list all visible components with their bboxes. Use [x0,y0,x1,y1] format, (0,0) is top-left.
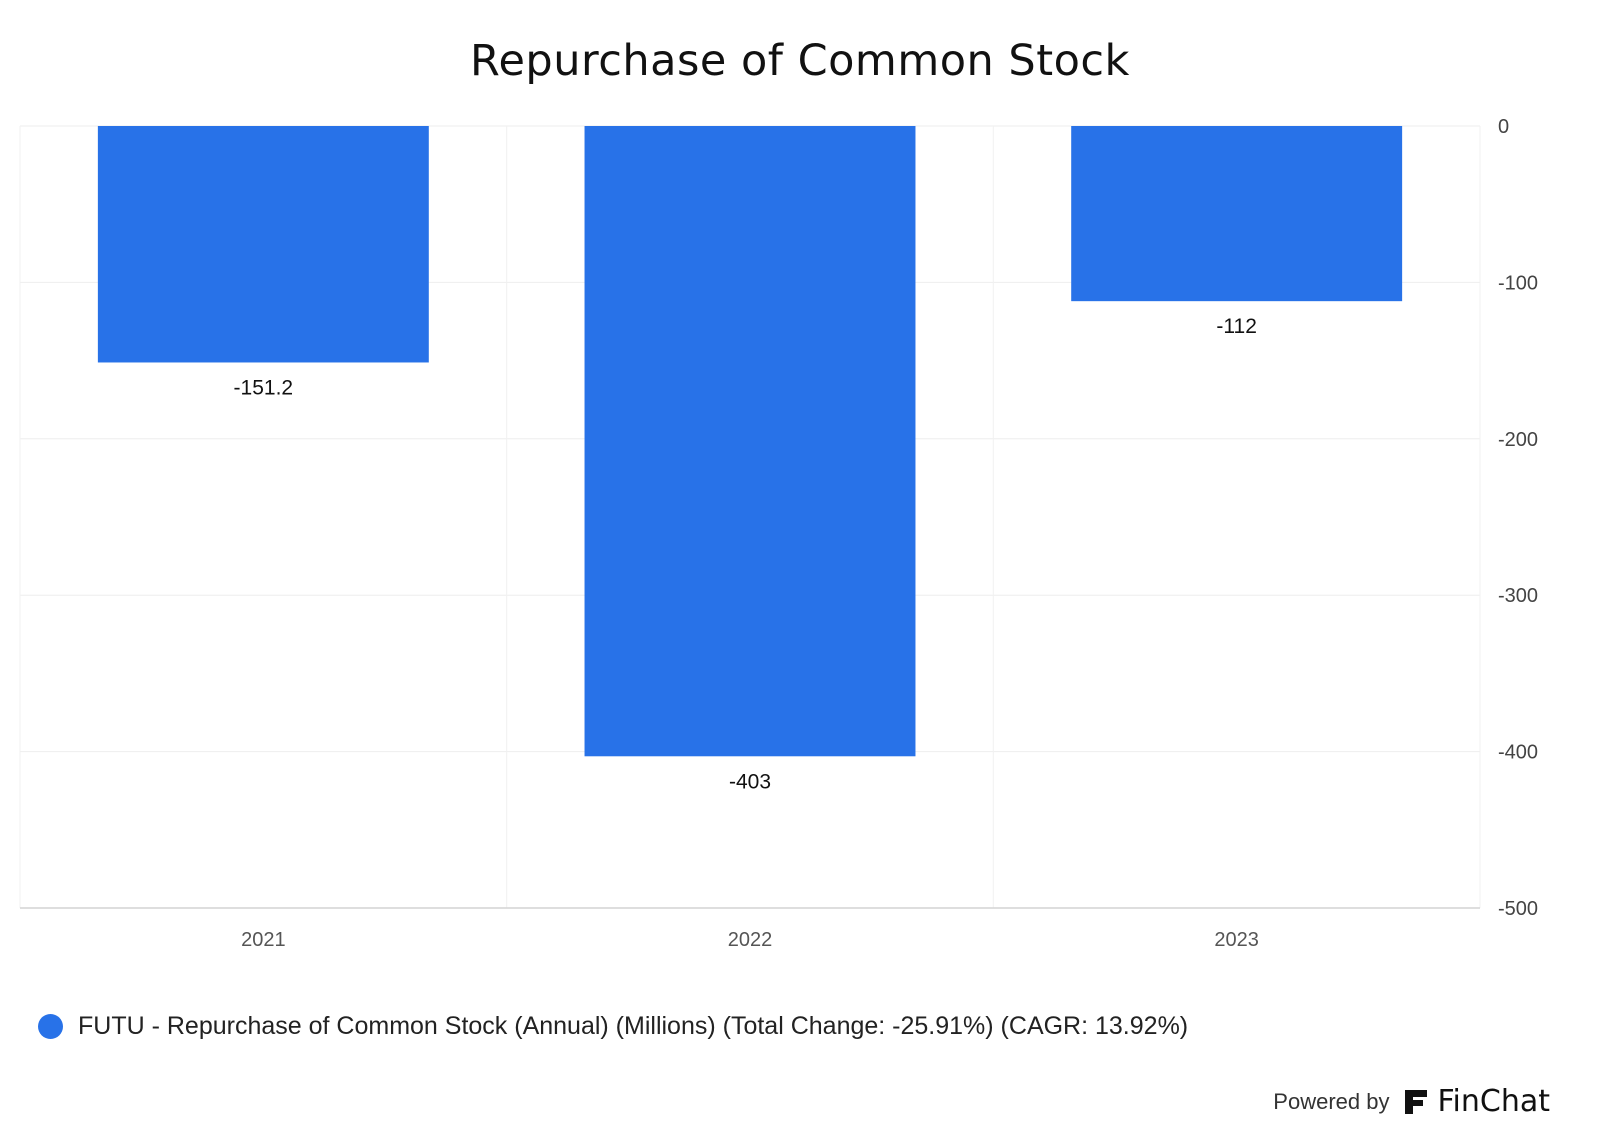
data-label-2023: -112 [1216,315,1256,338]
x-tick-label: 2022 [728,929,773,951]
bar-2022[interactable] [584,126,916,757]
data-label-2021: -151.2 [234,376,294,399]
y-tick-label: -500 [1498,898,1538,920]
y-tick-label: -100 [1498,272,1538,294]
bars [97,126,1403,757]
data-labels: -151.2 -403 -112 [234,315,1257,793]
y-tick-label: -200 [1498,429,1538,451]
x-axis: 2021 2022 2023 [20,907,1480,951]
x-tick-label: 2021 [241,929,286,951]
bar-2021[interactable] [97,126,429,363]
bar-chart: -151.2 -403 -112 0 -100 -200 -300 -400 -500 202… [19,116,1538,951]
finchat-logo-icon [1405,1089,1428,1114]
legend-marker [38,1014,63,1039]
powered-by-text: Powered by [1273,1088,1390,1114]
bar-2023[interactable] [1071,126,1403,302]
y-tick-label: 0 [1498,116,1509,138]
y-tick-label: -300 [1498,585,1538,607]
data-label-2022: -403 [729,770,771,793]
footer[interactable]: Powered by FinChat [1273,1084,1550,1119]
y-tick-label: -400 [1498,742,1538,764]
x-tick-label: 2023 [1214,929,1259,951]
y-axis: 0 -100 -200 -300 -400 -500 [1498,116,1538,920]
legend[interactable]: FUTU - Repurchase of Common Stock (Annua… [38,1012,1188,1041]
brand-name: FinChat [1437,1084,1550,1119]
legend-label: FUTU - Repurchase of Common Stock (Annua… [78,1012,1189,1040]
chart-title: Repurchase of Common Stock [470,36,1130,86]
